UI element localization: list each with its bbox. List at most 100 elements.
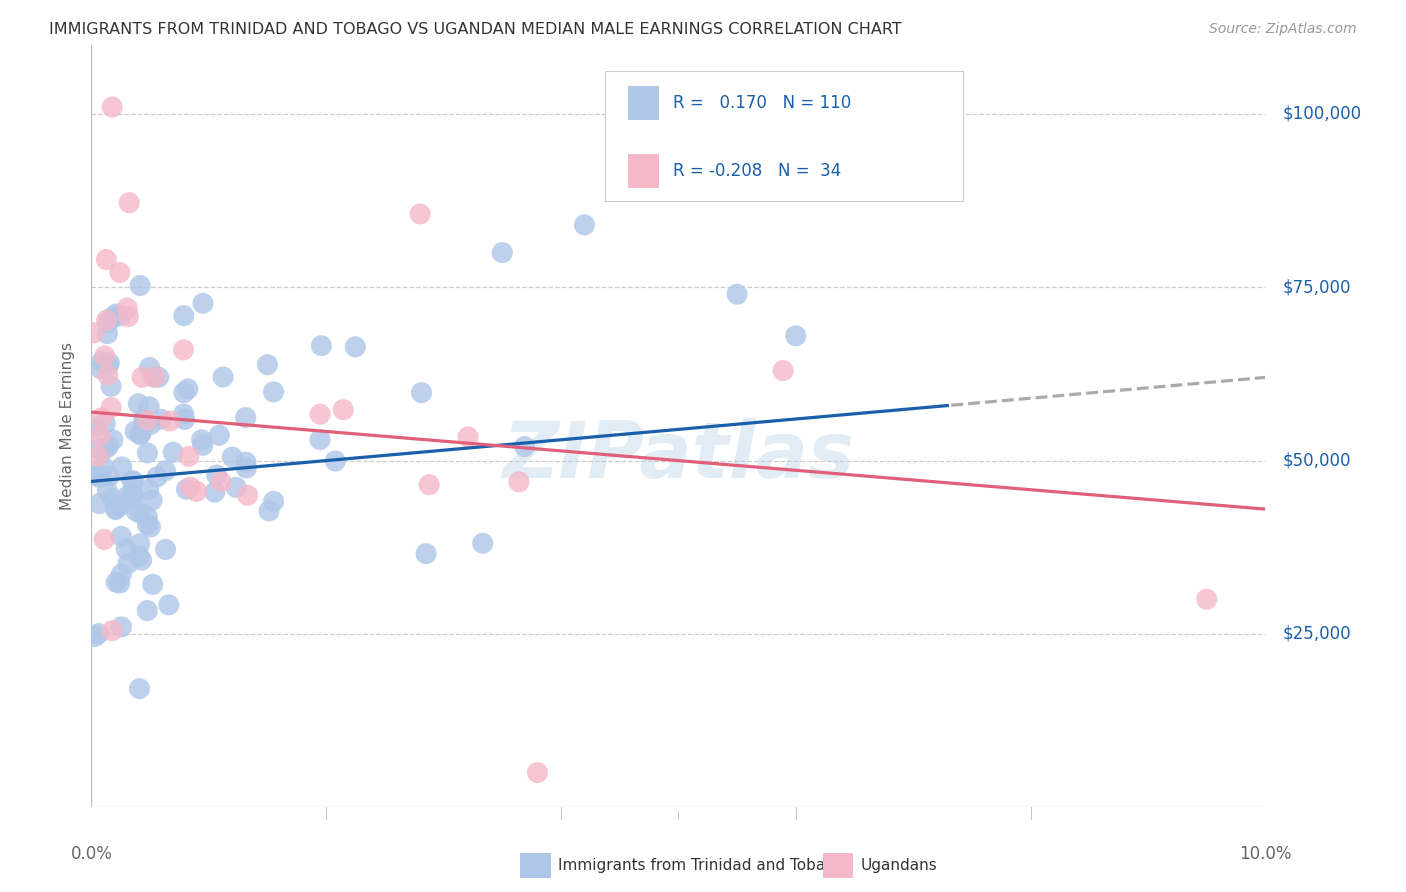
Point xyxy=(84,629,107,643)
Point xyxy=(177,382,200,396)
Point xyxy=(101,100,124,114)
Point xyxy=(117,301,139,315)
Point xyxy=(136,604,159,618)
Point xyxy=(129,427,152,442)
Point xyxy=(110,498,132,512)
Point xyxy=(139,417,162,432)
Point xyxy=(128,549,150,564)
Point xyxy=(190,433,212,447)
Point xyxy=(142,577,165,591)
Point xyxy=(323,454,346,468)
Point xyxy=(135,416,157,430)
Point xyxy=(415,547,437,561)
Text: 10.0%: 10.0% xyxy=(1239,846,1292,863)
Point xyxy=(138,360,160,375)
Point xyxy=(117,489,139,503)
Point xyxy=(263,384,285,399)
Point xyxy=(173,412,195,426)
Point xyxy=(256,358,278,372)
Point xyxy=(97,359,120,373)
Point xyxy=(409,207,432,221)
Point xyxy=(191,296,214,310)
Point xyxy=(471,536,494,550)
Point xyxy=(96,326,118,341)
Point xyxy=(128,537,150,551)
Point xyxy=(90,471,112,485)
Point xyxy=(309,433,332,447)
Point xyxy=(117,557,139,571)
Point xyxy=(98,356,121,370)
Point xyxy=(110,529,132,543)
Point xyxy=(173,309,195,323)
Point xyxy=(526,765,548,780)
Point xyxy=(110,567,132,582)
Point xyxy=(90,354,112,368)
Text: 0.0%: 0.0% xyxy=(70,846,112,863)
Point xyxy=(87,467,110,481)
Point xyxy=(87,449,110,463)
Point xyxy=(173,385,195,400)
Point xyxy=(96,252,118,267)
Point xyxy=(101,433,124,447)
Point xyxy=(121,490,143,504)
Point xyxy=(96,483,118,498)
Point xyxy=(155,542,177,557)
Point xyxy=(186,484,208,499)
Point xyxy=(204,485,226,500)
Point xyxy=(128,681,150,696)
Text: IMMIGRANTS FROM TRINIDAD AND TOBAGO VS UGANDAN MEDIAN MALE EARNINGS CORRELATION : IMMIGRANTS FROM TRINIDAD AND TOBAGO VS U… xyxy=(49,22,903,37)
Point xyxy=(97,368,120,382)
Point xyxy=(136,446,159,460)
Point xyxy=(136,517,159,532)
Point xyxy=(115,542,138,557)
Text: Immigrants from Trinidad and Tobago: Immigrants from Trinidad and Tobago xyxy=(558,858,845,872)
Point xyxy=(100,401,122,415)
Point xyxy=(122,488,145,502)
Point xyxy=(221,450,243,464)
Point xyxy=(177,450,200,464)
Point xyxy=(263,494,285,508)
Point xyxy=(157,598,180,612)
Point xyxy=(208,428,231,442)
Point xyxy=(235,410,257,425)
Point xyxy=(108,265,131,279)
Point xyxy=(100,311,122,326)
Point xyxy=(97,316,120,330)
Point xyxy=(332,402,354,417)
Point xyxy=(138,400,160,414)
Point xyxy=(574,218,596,232)
Point xyxy=(89,497,111,511)
Point xyxy=(90,411,112,425)
Point xyxy=(131,370,153,384)
Point xyxy=(125,504,148,518)
Point xyxy=(111,459,134,474)
Point xyxy=(127,397,149,411)
Text: $100,000: $100,000 xyxy=(1284,105,1362,123)
Point xyxy=(98,469,121,483)
Point xyxy=(138,483,160,497)
Point xyxy=(311,339,333,353)
Point xyxy=(122,474,145,488)
Point xyxy=(96,313,118,327)
Point xyxy=(100,379,122,393)
Point xyxy=(155,464,177,478)
Point xyxy=(108,309,131,323)
Point xyxy=(110,620,132,634)
Point xyxy=(84,420,107,434)
Point xyxy=(87,469,110,483)
Point xyxy=(117,310,139,324)
Point xyxy=(100,491,122,505)
Point xyxy=(191,438,214,452)
Point xyxy=(104,502,127,516)
Point xyxy=(105,575,128,590)
Point xyxy=(97,439,120,453)
Point xyxy=(96,442,118,456)
Point xyxy=(149,412,172,426)
Point xyxy=(457,430,479,444)
Point xyxy=(139,520,162,534)
Point xyxy=(142,370,165,384)
Text: $75,000: $75,000 xyxy=(1284,278,1351,296)
Text: $50,000: $50,000 xyxy=(1284,451,1351,469)
Point xyxy=(411,385,433,400)
Point xyxy=(344,340,367,354)
